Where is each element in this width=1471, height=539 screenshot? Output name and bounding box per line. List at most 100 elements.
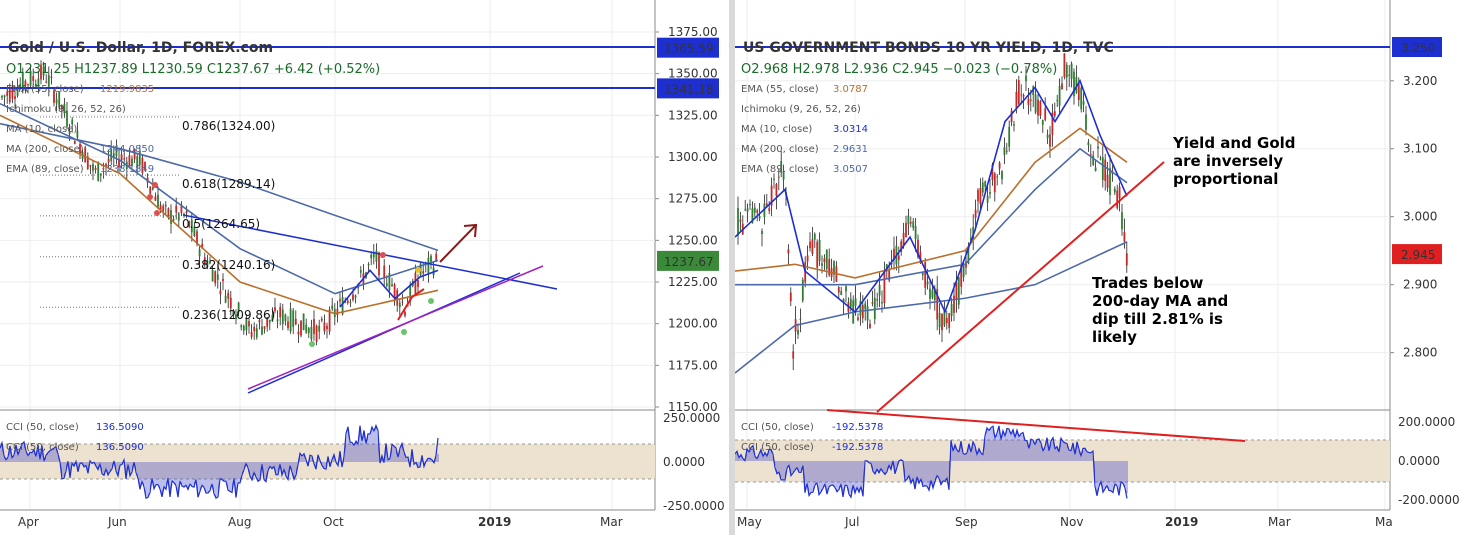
candle-body: [271, 314, 274, 322]
candle-body: [751, 208, 754, 223]
candle-body: [107, 158, 110, 163]
gold-chart-svg[interactable]: 0.786(1324.00) 0.618(1289.14) 0.5(1264.6…: [0, 0, 729, 535]
candle-body: [266, 317, 269, 327]
candle-body: [73, 140, 76, 145]
indicator-name: Ichimoku (9, 26, 52, 26): [741, 104, 861, 115]
candle-body: [833, 261, 835, 275]
price-tick-label: 1250.00: [668, 233, 718, 247]
candle-body: [1058, 85, 1061, 106]
candle-body: [294, 318, 297, 325]
candle-body: [809, 241, 811, 249]
yield-price-axis[interactable]: 3.200 3.100 3.000 2.900 2.800 3.250 2.945 200.0…: [1390, 37, 1460, 507]
candle-body: [242, 325, 245, 331]
candle-body: [398, 302, 401, 308]
candle-body: [175, 205, 178, 213]
candle-body: [404, 311, 406, 316]
candle-body: [164, 204, 167, 207]
gold-marker-dot: [152, 182, 158, 188]
candle-body: [773, 178, 775, 180]
candle-body: [955, 282, 958, 300]
yield-time-axis[interactable]: May Jul Sep Nov 2019 Mar Ma: [737, 515, 1393, 529]
price-badge: [657, 37, 719, 58]
time-tick-label: Nov: [1060, 515, 1083, 529]
candle-body: [66, 110, 68, 127]
price-tick-label: 1175.00: [668, 358, 718, 372]
candle-body: [349, 301, 352, 303]
gold-up-arrowhead: [463, 223, 478, 238]
candle-body: [1075, 76, 1078, 93]
candle-body: [737, 208, 739, 236]
candle-body: [409, 285, 412, 302]
candle-body: [144, 162, 146, 170]
candle-body: [240, 325, 243, 328]
price-tick-label: 1225.00: [668, 275, 718, 289]
candle-body: [811, 239, 814, 254]
candle-body: [29, 70, 32, 86]
candle-body: [53, 90, 55, 103]
candle-body: [871, 302, 874, 304]
candle-body: [1039, 101, 1042, 116]
candle-body: [323, 322, 326, 332]
gold-legend: Gold / U.S. Dollar, 1D, FOREX.com O1231.…: [6, 40, 380, 453]
candle-body: [1125, 253, 1128, 266]
gold-marker-dot: [415, 267, 421, 273]
gold-support-line-2: [247, 265, 544, 390]
candle-body: [1008, 126, 1011, 147]
candle-body: [739, 219, 742, 222]
candle-body: [86, 156, 89, 169]
yield-chart-svg[interactable]: US GOVERNMENT BONDS 10 YR YIELD, 1D, TVC…: [734, 0, 1471, 535]
candle-body: [1094, 167, 1097, 171]
indicator-name: EMA (55, close): [741, 84, 819, 95]
candle-body: [876, 299, 879, 301]
yield-indicator-list: EMA (55, close) 3.0787 Ichimoku (9, 26, 52…: [741, 84, 868, 175]
price-badge-label: 1237.67: [664, 255, 714, 269]
candle-body: [804, 262, 807, 283]
annotation-line: likely: [1092, 328, 1137, 346]
candle-body: [19, 84, 22, 88]
gold-falling-trendline: [182, 214, 558, 290]
candle-body: [974, 209, 977, 218]
candle-body: [1092, 155, 1095, 165]
candle-body: [749, 204, 751, 206]
time-tick-label: May: [737, 515, 762, 529]
candle-body: [276, 319, 279, 322]
gold-time-axis[interactable]: Apr Jun Aug Oct 2019 Mar: [18, 515, 623, 529]
candle-body: [1010, 110, 1013, 123]
panel-splitter[interactable]: [729, 0, 735, 535]
candle-body: [758, 215, 761, 219]
candle-body: [909, 222, 912, 224]
indicator-name: MA (10, close): [6, 124, 77, 135]
yield-chart-panel[interactable]: US GOVERNMENT BONDS 10 YR YIELD, 1D, TVC…: [734, 0, 1471, 535]
candle-body: [1080, 87, 1083, 110]
candle-body: [58, 91, 61, 108]
candle-body: [893, 248, 895, 260]
candle-body: [97, 162, 100, 181]
candle-body: [1, 95, 3, 98]
candle-body: [1041, 120, 1044, 125]
candle-body: [1034, 94, 1037, 113]
yield-cci-band: [735, 440, 1390, 482]
annotation-line: Trades below: [1092, 274, 1204, 292]
candle-body: [417, 279, 419, 288]
indicator-name: EMA (55, close): [6, 84, 84, 95]
price-tick-label: 1325.00: [668, 108, 718, 122]
indicator-value: 2.9631: [833, 144, 868, 155]
time-tick-label: Sep: [955, 515, 978, 529]
candle-body: [3, 95, 6, 97]
candle-body: [198, 249, 201, 257]
candle-body: [14, 96, 16, 100]
candle-body: [864, 303, 867, 310]
yield-cci-label-2: CCI (50, close): [741, 442, 814, 453]
candle-body: [245, 318, 248, 331]
gold-price-axis[interactable]: 1375.00 1350.00 1325.00 1300.00 1275.00 1250.…: [655, 25, 725, 513]
candle-body: [1020, 94, 1023, 96]
gold-chart-panel[interactable]: 0.786(1324.00) 0.618(1289.14) 0.5(1264.6…: [0, 0, 729, 535]
candle-body: [214, 271, 217, 284]
candle-body: [753, 207, 756, 213]
candle-body: [842, 298, 845, 304]
yield-cci-value-1: -192.5378: [832, 422, 883, 433]
price-badge: [657, 78, 719, 99]
candle-body: [222, 278, 224, 282]
candle-body: [430, 255, 432, 262]
candle-body: [42, 66, 45, 76]
